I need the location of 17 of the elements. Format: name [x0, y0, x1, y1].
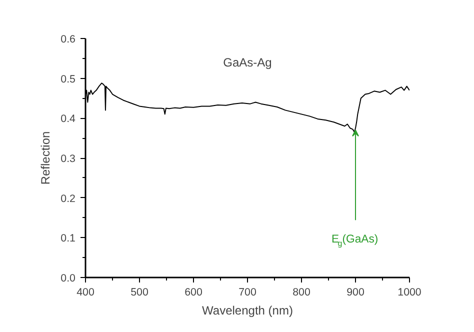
y-tick-label: 0.1	[60, 232, 76, 245]
x-tick-label: 800	[292, 286, 310, 298]
x-tick-label: 900	[346, 286, 364, 298]
x-axis-title: Wavelength (nm)	[202, 304, 293, 318]
y-tick-label: 0.0	[60, 272, 76, 284]
y-axis-title: Reflection	[38, 131, 53, 185]
x-tick-label: 600	[184, 286, 202, 298]
y-tick-label: 0.6	[60, 34, 76, 46]
y-tick-label: 0.4	[60, 113, 76, 126]
y-tick-label: 0.2	[60, 192, 76, 205]
y-tick-label: 0.3	[60, 153, 76, 165]
text: GaAs-Ag	[223, 55, 272, 70]
y-tick-label: 0.5	[60, 73, 76, 86]
x-tick-label: 1000	[398, 286, 422, 298]
x-tick-label: 700	[238, 286, 256, 298]
x-tick-label: 500	[130, 286, 148, 298]
x-tick-label: 400	[76, 286, 94, 298]
